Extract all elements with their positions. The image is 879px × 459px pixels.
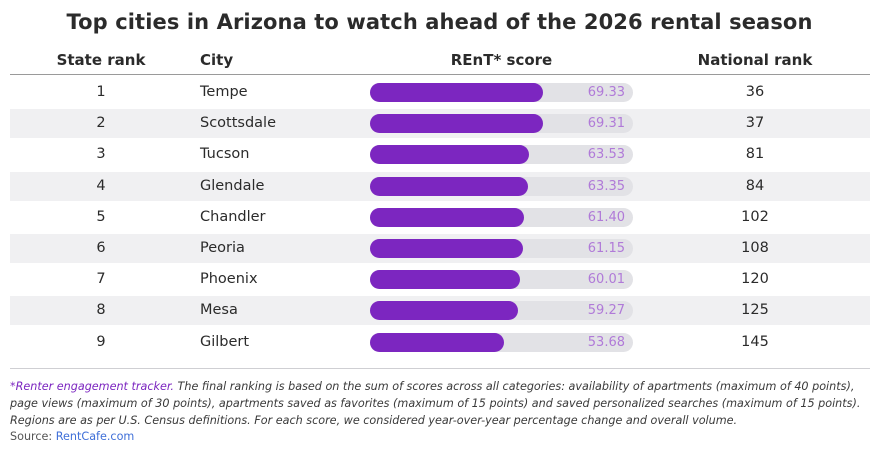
state-rank-label: 6 — [96, 240, 106, 256]
state-rank-label: 3 — [96, 146, 106, 163]
national-rank-label: 108 — [741, 240, 769, 256]
header-score: REnT* score — [450, 51, 553, 69]
bar — [370, 145, 529, 165]
header-city: City — [200, 51, 234, 69]
state-rank-label: 1 — [96, 84, 106, 100]
bar-track: 69.33 — [370, 83, 633, 102]
national-rank-label: 81 — [745, 146, 765, 163]
bar-value-label: 69.31 — [587, 116, 625, 132]
source-line: Source: RentCafe.com — [10, 430, 134, 443]
table-row: 5 Chandler 61.40 102 — [10, 203, 870, 232]
header-national-rank: National rank — [697, 51, 813, 69]
header-divider — [10, 74, 870, 75]
bar-value-label: 63.35 — [587, 178, 625, 194]
city-label: Phoenix — [200, 271, 258, 288]
bar-value-label: 61.40 — [587, 209, 625, 225]
state-rank-label: 4 — [96, 177, 106, 194]
bar-track: 60.01 — [370, 270, 633, 290]
source-link[interactable]: RentCafe.com — [55, 430, 135, 443]
bar — [370, 114, 543, 134]
city-label: Peoria — [200, 240, 245, 256]
city-label: Chandler — [200, 208, 266, 225]
city-label: Scottsdale — [200, 115, 277, 132]
bar-track: 63.35 — [370, 176, 633, 196]
bar-value-label: 61.15 — [587, 241, 625, 256]
city-label: Tempe — [200, 84, 248, 100]
national-rank-label: 37 — [745, 115, 765, 132]
bar — [370, 176, 528, 196]
table-row: 3 Tucson 63.53 81 — [10, 140, 870, 169]
table-row: 4 Glendale 63.35 84 — [10, 171, 870, 201]
table-row: 1 Tempe 69.33 36 — [10, 78, 870, 107]
footnote: *Renter engagement tracker. The final ra… — [10, 378, 872, 429]
bar-value-label: 60.01 — [587, 272, 625, 288]
table-row: 2 Scottsdale 69.31 37 — [10, 109, 870, 139]
bar-track: 61.40 — [370, 207, 633, 227]
chart-title: Top cities in Arizona to watch ahead of … — [66, 10, 813, 34]
table-row: 6 Peoria 61.15 108 — [10, 234, 870, 263]
source-label: Source: — [10, 430, 56, 443]
bar — [370, 239, 523, 258]
national-rank-label: 145 — [741, 333, 769, 350]
bar-track: 69.31 — [370, 114, 633, 134]
table-row: 8 Mesa 59.27 125 — [10, 296, 870, 326]
state-rank-label: 9 — [96, 333, 106, 350]
bar — [370, 83, 543, 102]
table-row: 7 Phoenix 60.01 120 — [10, 265, 870, 294]
bar — [370, 332, 504, 352]
bar — [370, 270, 520, 290]
national-rank-label: 84 — [745, 177, 765, 194]
bar-value-label: 69.33 — [587, 85, 625, 100]
bar-track: 59.27 — [370, 301, 633, 321]
national-rank-label: 120 — [741, 271, 769, 288]
national-rank-label: 125 — [741, 302, 769, 319]
header-state-rank: State rank — [56, 51, 146, 69]
city-label: Mesa — [200, 302, 238, 319]
city-label: Tucson — [200, 146, 250, 163]
bar-track: 63.53 — [370, 145, 633, 165]
bar — [370, 301, 518, 321]
bar-value-label: 53.68 — [587, 334, 625, 350]
bar-track: 53.68 — [370, 332, 633, 352]
bar-track: 61.15 — [370, 239, 633, 258]
state-rank-label: 2 — [96, 115, 106, 132]
bar-value-label: 63.53 — [587, 147, 625, 163]
national-rank-label: 102 — [741, 208, 769, 225]
footnote-accent: *Renter engagement tracker. — [10, 380, 174, 393]
table-row: 9 Gilbert 53.68 145 — [10, 328, 870, 357]
bar — [370, 207, 524, 227]
footer-divider — [10, 368, 870, 369]
state-rank-label: 5 — [96, 208, 106, 225]
footnote-text: The final ranking is based on the sum of… — [10, 380, 861, 427]
city-label: Gilbert — [200, 333, 250, 350]
bar-value-label: 59.27 — [587, 303, 625, 319]
city-label: Glendale — [200, 177, 265, 194]
state-rank-label: 8 — [96, 302, 106, 319]
national-rank-label: 36 — [745, 84, 765, 100]
state-rank-label: 7 — [96, 271, 106, 288]
